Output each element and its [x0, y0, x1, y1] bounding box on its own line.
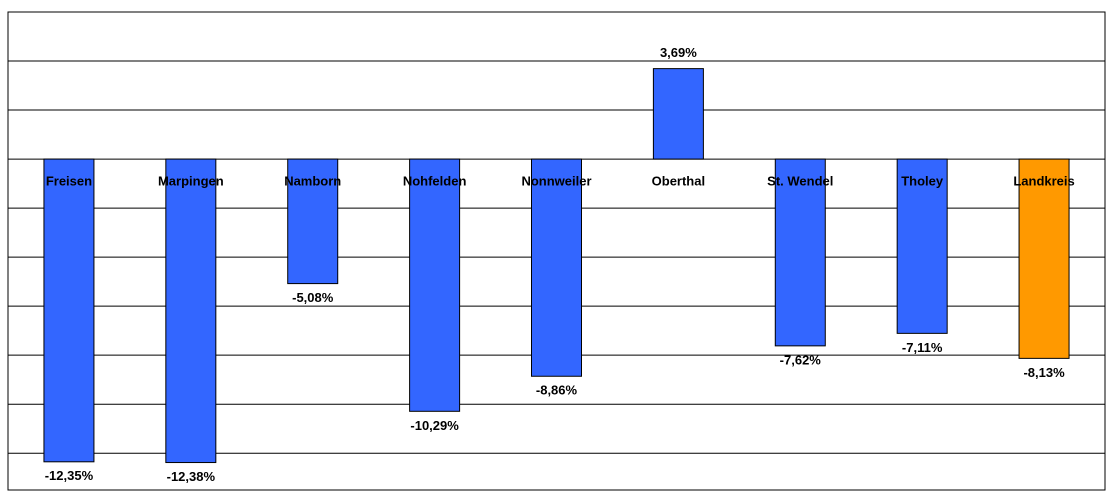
bar	[531, 158, 582, 377]
bar	[287, 158, 339, 285]
value-label: 3,69%	[660, 45, 697, 60]
x-tick-label: Landkreis	[1013, 174, 1074, 189]
x-tick-label: Nohfelden	[403, 174, 467, 189]
value-label: -12,38%	[167, 469, 216, 484]
bar	[652, 68, 704, 160]
value-label: -5,08%	[292, 290, 334, 305]
x-tick-label: St. Wendel	[767, 174, 833, 189]
bar	[774, 158, 826, 347]
x-tick-label: Marpingen	[158, 174, 224, 189]
bar	[165, 158, 217, 464]
bar	[896, 158, 948, 334]
x-tick-label: Oberthal	[652, 174, 705, 189]
x-tick-label: Namborn	[284, 174, 341, 189]
bar	[409, 158, 461, 412]
bar	[1018, 158, 1070, 359]
x-tick-label: Tholey	[901, 174, 944, 189]
value-label: -10,29%	[410, 418, 459, 433]
value-label: -8,86%	[536, 383, 578, 398]
value-label: -7,62%	[780, 352, 822, 367]
value-label: -7,11%	[902, 340, 943, 355]
x-tick-label: Freisen	[46, 174, 92, 189]
x-tick-label: Nonnweiler	[521, 174, 591, 189]
value-label: -8,13%	[1023, 365, 1065, 380]
bar	[43, 158, 95, 463]
value-label: -12,35%	[45, 468, 94, 483]
